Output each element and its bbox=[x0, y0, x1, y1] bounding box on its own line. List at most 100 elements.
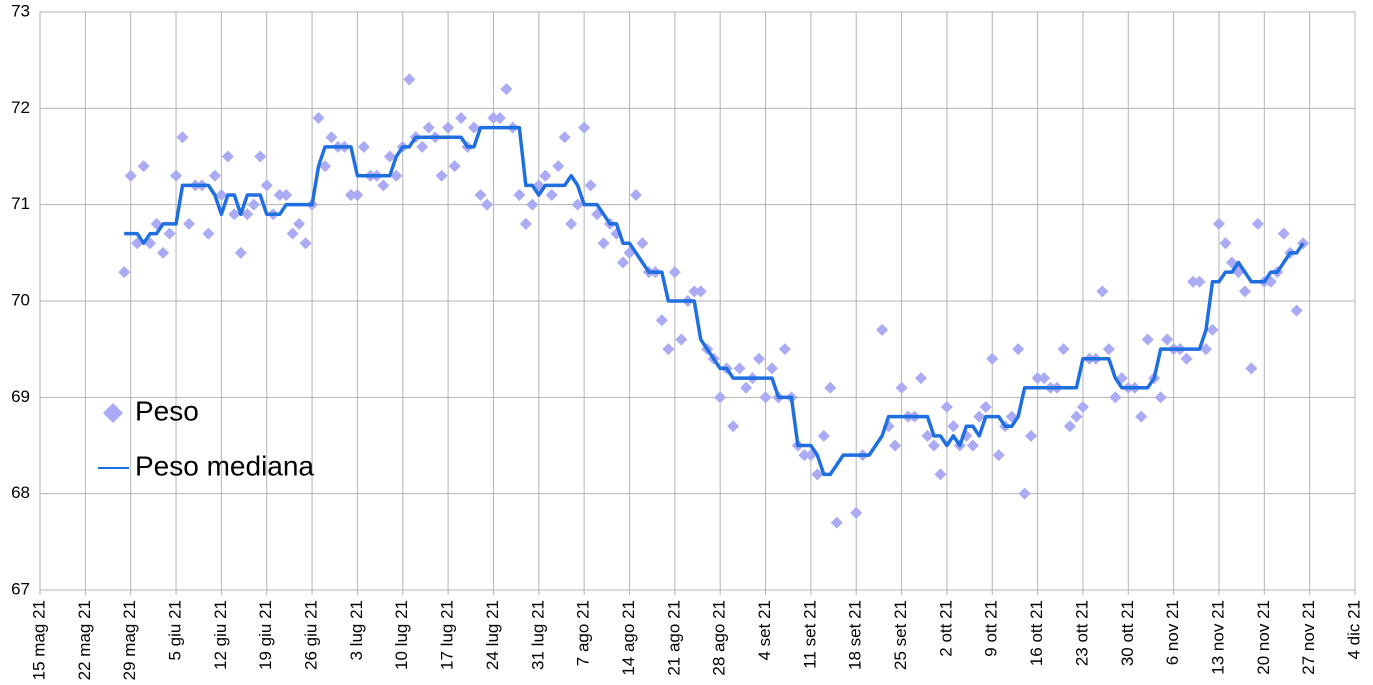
x-tick-label: 2 ott 21 bbox=[936, 600, 955, 657]
data-point bbox=[597, 237, 610, 250]
x-tick-label: 7 ago 21 bbox=[574, 600, 593, 666]
x-tick-label: 5 giu 21 bbox=[166, 600, 185, 661]
data-point bbox=[545, 189, 558, 202]
data-point bbox=[357, 140, 370, 153]
data-point bbox=[493, 111, 506, 124]
data-point bbox=[655, 314, 668, 327]
data-point bbox=[1063, 420, 1076, 433]
data-point bbox=[817, 429, 830, 442]
data-point bbox=[221, 150, 234, 163]
data-point bbox=[889, 439, 902, 452]
y-tick-label: 68 bbox=[11, 483, 30, 502]
data-point bbox=[694, 285, 707, 298]
data-point bbox=[293, 217, 306, 230]
data-point bbox=[1096, 285, 1109, 298]
x-tick-label: 4 set 21 bbox=[755, 600, 774, 661]
data-point bbox=[876, 323, 889, 336]
data-point bbox=[973, 410, 986, 423]
data-point bbox=[1251, 217, 1264, 230]
x-tick-label: 19 giu 21 bbox=[256, 600, 275, 670]
data-point bbox=[1277, 227, 1290, 240]
data-point bbox=[319, 160, 332, 173]
data-point bbox=[1290, 304, 1303, 317]
data-point bbox=[124, 169, 137, 182]
data-point bbox=[759, 391, 772, 404]
y-tick-label: 73 bbox=[11, 1, 30, 20]
data-point bbox=[280, 189, 293, 202]
data-point bbox=[118, 266, 131, 279]
data-point bbox=[636, 237, 649, 250]
data-point bbox=[1012, 343, 1025, 356]
x-tick-label: 28 ago 21 bbox=[710, 600, 729, 676]
data-point bbox=[468, 121, 481, 134]
x-tick-label: 23 ott 21 bbox=[1072, 600, 1091, 666]
data-point bbox=[286, 227, 299, 240]
data-point bbox=[299, 237, 312, 250]
data-point bbox=[1038, 372, 1051, 385]
data-point bbox=[753, 352, 766, 365]
data-point bbox=[1076, 400, 1089, 413]
y-tick-label: 67 bbox=[11, 579, 30, 598]
data-point bbox=[992, 449, 1005, 462]
data-point bbox=[927, 439, 940, 452]
data-point bbox=[1187, 275, 1200, 288]
data-point bbox=[1070, 410, 1083, 423]
data-point bbox=[383, 150, 396, 163]
data-point bbox=[474, 189, 487, 202]
data-point bbox=[1057, 343, 1070, 356]
data-point bbox=[668, 266, 681, 279]
x-tick-label: 25 set 21 bbox=[891, 600, 910, 670]
data-point bbox=[617, 256, 630, 269]
data-point bbox=[480, 198, 493, 211]
data-point bbox=[558, 131, 571, 144]
data-point bbox=[1238, 285, 1251, 298]
data-point bbox=[241, 208, 254, 221]
data-point bbox=[1025, 429, 1038, 442]
x-tick-label: 20 nov 21 bbox=[1254, 600, 1273, 675]
data-point bbox=[798, 449, 811, 462]
data-point bbox=[1031, 372, 1044, 385]
data-point bbox=[1180, 352, 1193, 365]
x-tick-label: 10 lug 21 bbox=[392, 600, 411, 670]
x-tick-label: 16 ott 21 bbox=[1027, 600, 1046, 666]
data-point bbox=[947, 420, 960, 433]
x-tick-label: 27 nov 21 bbox=[1299, 600, 1318, 675]
data-point bbox=[176, 131, 189, 144]
data-point bbox=[1193, 275, 1206, 288]
data-point bbox=[1102, 343, 1115, 356]
data-point bbox=[519, 217, 532, 230]
data-point bbox=[163, 227, 176, 240]
plot-frame bbox=[39, 11, 1356, 591]
y-tick-label: 69 bbox=[11, 387, 30, 406]
x-tick-label: 4 dic 21 bbox=[1344, 600, 1363, 660]
x-tick-label: 15 mag 21 bbox=[29, 600, 48, 680]
data-point bbox=[895, 381, 908, 394]
x-tick-label: 14 ago 21 bbox=[619, 600, 638, 676]
data-point bbox=[416, 140, 429, 153]
data-point bbox=[500, 83, 513, 96]
data-point bbox=[539, 169, 552, 182]
data-point bbox=[811, 468, 824, 481]
data-point bbox=[986, 352, 999, 365]
data-point bbox=[157, 246, 170, 259]
data-point bbox=[1135, 410, 1148, 423]
data-point bbox=[1141, 333, 1154, 346]
data-point bbox=[442, 121, 455, 134]
data-point bbox=[351, 189, 364, 202]
data-point bbox=[513, 189, 526, 202]
x-tick-label: 30 ott 21 bbox=[1118, 600, 1137, 666]
data-point bbox=[325, 131, 338, 144]
x-tick-label: 9 ott 21 bbox=[982, 600, 1001, 657]
x-tick-label: 3 lug 21 bbox=[347, 600, 366, 661]
data-point bbox=[778, 343, 791, 356]
data-point bbox=[565, 217, 578, 230]
data-point bbox=[578, 121, 591, 134]
data-point bbox=[571, 198, 584, 211]
data-point bbox=[208, 169, 221, 182]
data-point bbox=[979, 400, 992, 413]
data-point bbox=[727, 420, 740, 433]
data-point bbox=[312, 111, 325, 124]
x-tick-label: 12 giu 21 bbox=[211, 600, 230, 670]
